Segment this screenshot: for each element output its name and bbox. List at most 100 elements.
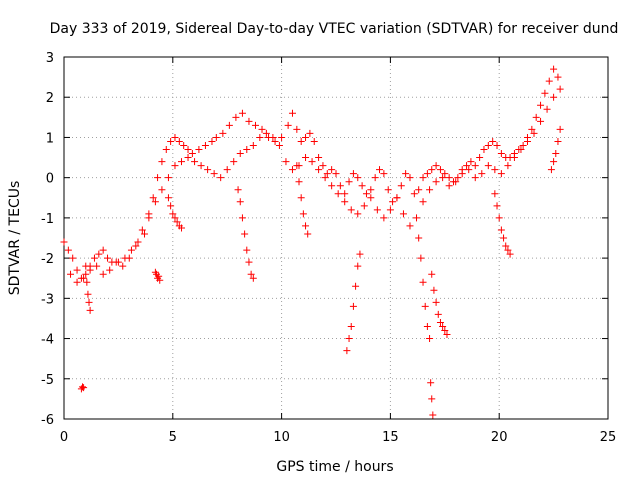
data-series bbox=[428, 270, 451, 339]
data-point bbox=[188, 150, 196, 158]
x-axis-title: GPS time / hours bbox=[276, 459, 393, 475]
data-point bbox=[73, 266, 81, 274]
data-point bbox=[397, 182, 405, 190]
data-point bbox=[171, 133, 179, 141]
y-tick-label: -3 bbox=[41, 292, 54, 307]
data-point bbox=[341, 198, 349, 206]
data-point bbox=[389, 198, 397, 206]
data-point bbox=[149, 194, 157, 202]
data-point bbox=[302, 222, 310, 230]
data-point bbox=[343, 347, 351, 355]
data-point bbox=[345, 178, 353, 186]
data-point bbox=[554, 137, 562, 145]
y-tick-label: -1 bbox=[41, 212, 54, 227]
data-point bbox=[541, 89, 549, 97]
data-point bbox=[354, 210, 362, 218]
data-series bbox=[491, 190, 514, 258]
data-point bbox=[471, 174, 479, 182]
data-point bbox=[367, 186, 375, 194]
data-point bbox=[493, 141, 501, 149]
data-point bbox=[232, 113, 240, 121]
data-point bbox=[550, 158, 558, 166]
data-point bbox=[171, 214, 179, 222]
data-point bbox=[441, 170, 449, 178]
data-point bbox=[83, 278, 91, 286]
data-point bbox=[428, 166, 436, 174]
data-point bbox=[249, 274, 257, 282]
data-series bbox=[60, 65, 562, 282]
data-point bbox=[184, 154, 192, 162]
data-point bbox=[134, 238, 142, 246]
data-point bbox=[208, 137, 216, 145]
data-point bbox=[423, 170, 431, 178]
data-point bbox=[245, 117, 253, 125]
data-point bbox=[99, 270, 107, 278]
data-point bbox=[164, 174, 172, 182]
data-point bbox=[556, 85, 564, 93]
data-point bbox=[402, 170, 410, 178]
data-point bbox=[354, 174, 362, 182]
data-point bbox=[328, 182, 336, 190]
data-point bbox=[454, 174, 462, 182]
data-point bbox=[537, 117, 545, 125]
data-point bbox=[360, 202, 368, 210]
y-tick-label: -2 bbox=[41, 252, 54, 267]
data-point bbox=[354, 262, 362, 270]
data-point bbox=[141, 230, 149, 238]
y-tick-label: -4 bbox=[41, 333, 54, 348]
data-point bbox=[106, 266, 114, 274]
data-point bbox=[86, 306, 94, 314]
data-point bbox=[328, 166, 336, 174]
data-point bbox=[275, 141, 283, 149]
data-point bbox=[334, 190, 342, 198]
data-point bbox=[217, 174, 225, 182]
data-point bbox=[362, 190, 370, 198]
data-point bbox=[155, 272, 163, 280]
data-point bbox=[495, 214, 503, 222]
data-point bbox=[238, 109, 246, 117]
x-tick-label: 0 bbox=[60, 430, 68, 445]
data-point bbox=[95, 250, 103, 258]
data-point bbox=[223, 166, 231, 174]
data-point bbox=[415, 234, 423, 242]
data-point bbox=[393, 194, 401, 202]
y-tick-label: -5 bbox=[41, 373, 54, 388]
data-point bbox=[112, 258, 120, 266]
data-point bbox=[85, 298, 93, 306]
data-point bbox=[504, 246, 512, 254]
data-point bbox=[550, 65, 558, 73]
data-point bbox=[256, 133, 264, 141]
data-point bbox=[299, 210, 307, 218]
data-point bbox=[347, 322, 355, 330]
plot-frame bbox=[63, 56, 609, 420]
data-point bbox=[69, 254, 77, 262]
data-point bbox=[82, 270, 90, 278]
data-point bbox=[530, 129, 538, 137]
data-point bbox=[315, 166, 323, 174]
data-point bbox=[347, 206, 355, 214]
data-point bbox=[493, 202, 501, 210]
data-point bbox=[341, 190, 349, 198]
data-point bbox=[138, 226, 146, 234]
data-point bbox=[151, 198, 159, 206]
data-point bbox=[243, 246, 251, 254]
data-point bbox=[452, 178, 460, 186]
data-point bbox=[245, 258, 253, 266]
data-point bbox=[423, 322, 431, 330]
data-point bbox=[158, 186, 166, 194]
data-point bbox=[234, 186, 242, 194]
data-point bbox=[445, 174, 453, 182]
data-point bbox=[458, 170, 466, 178]
data-point bbox=[164, 194, 172, 202]
data-point bbox=[99, 246, 107, 254]
data-point bbox=[178, 158, 186, 166]
data-point bbox=[171, 162, 179, 170]
data-point bbox=[293, 125, 301, 133]
ticks: 0 5 10 15 20 25 -6 -5 -4 -3 -2 -1 0 1 2 3 bbox=[41, 51, 616, 445]
data-point bbox=[197, 162, 205, 170]
data-point bbox=[249, 141, 257, 149]
data-point bbox=[127, 246, 135, 254]
x-tick-label: 20 bbox=[491, 430, 508, 445]
data-point bbox=[552, 150, 560, 158]
